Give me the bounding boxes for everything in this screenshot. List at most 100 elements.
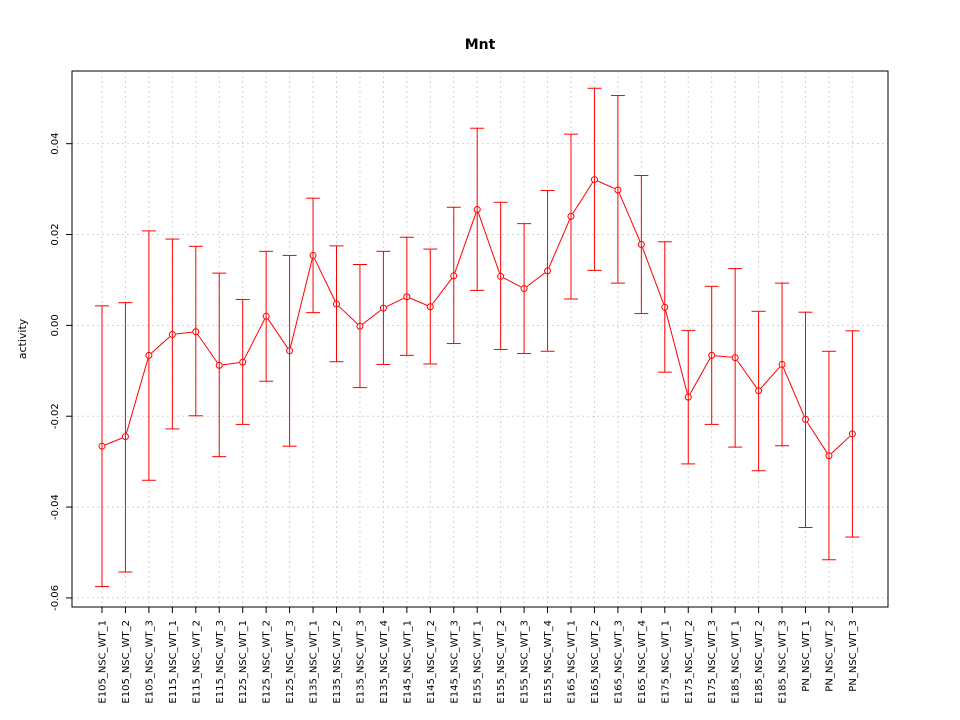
x-tick-label: E125_NSC_WT_1	[238, 620, 249, 704]
x-tick-label: E175_NSC_WT_1	[660, 620, 671, 704]
data-point	[239, 358, 247, 366]
x-tick-label: E115_NSC_WT_3	[215, 620, 226, 704]
line-segment	[736, 360, 757, 389]
data-point	[848, 430, 856, 438]
data-point	[403, 293, 411, 301]
line-segment	[409, 297, 428, 306]
line-segment	[314, 258, 336, 302]
x-tick-label: E155_NSC_WT_4	[543, 620, 554, 704]
data-point	[802, 415, 809, 423]
data-point	[825, 452, 833, 460]
line-segment	[432, 278, 453, 305]
x-tick-label: E145_NSC_WT_3	[449, 620, 460, 704]
x-tick-label: E185_NSC_WT_2	[754, 620, 765, 704]
x-tick-label: E165_NSC_WT_1	[567, 620, 578, 704]
data-point	[497, 272, 505, 280]
chart-title: Mnt	[465, 37, 496, 53]
line-segment	[222, 362, 240, 366]
x-tick-label: E155_NSC_WT_3	[520, 620, 531, 704]
x-tick-label: E105_NSC_WT_3	[144, 620, 155, 704]
y-tick-label: -0.02	[50, 403, 61, 429]
data-point	[426, 303, 434, 311]
line-segment	[572, 182, 593, 214]
data-point	[755, 387, 763, 395]
data-point	[262, 312, 270, 320]
x-tick-label: E135_NSC_WT_4	[379, 620, 390, 704]
data-point	[215, 361, 223, 369]
data-point	[473, 206, 481, 214]
x-tick-label: E115_NSC_WT_1	[168, 620, 179, 704]
x-tick-label: E165_NSC_WT_2	[590, 620, 601, 704]
data-point	[286, 347, 294, 355]
line-segment	[175, 331, 193, 335]
line-segment	[289, 258, 313, 348]
y-axis: -0.06 -0.04 -0.02 0.00 0.02 0.04	[50, 133, 72, 611]
grid	[72, 71, 888, 607]
data-point	[356, 322, 364, 330]
x-tick-label: E155_NSC_WT_1	[473, 620, 484, 704]
line-segment	[267, 318, 289, 349]
data-point	[684, 393, 692, 401]
x-tick-label: E185_NSC_WT_1	[731, 620, 742, 704]
x-tick-label: E175_NSC_WT_2	[684, 620, 695, 704]
x-tick-label: E105_NSC_WT_2	[121, 620, 132, 704]
data-point	[590, 176, 598, 184]
x-tick-label: PN_NSC_WT_1	[801, 620, 812, 692]
x-tick-label: E165_NSC_WT_3	[613, 620, 624, 704]
y-axis-label: activity	[16, 318, 29, 359]
data-point	[637, 241, 645, 249]
y-tick-label: -0.04	[50, 494, 61, 520]
x-tick-label: E165_NSC_WT_4	[637, 620, 648, 704]
line-segment	[806, 422, 828, 454]
data-point	[379, 304, 387, 312]
x-tick-label: E145_NSC_WT_1	[402, 620, 413, 704]
series-line	[105, 180, 851, 454]
line-segment	[597, 180, 615, 190]
x-tick-label: E135_NSC_WT_1	[309, 620, 320, 704]
line-segment	[526, 272, 546, 287]
data-point	[168, 330, 176, 338]
line-segment	[105, 437, 123, 446]
x-tick-label: E125_NSC_WT_2	[262, 620, 273, 704]
data-points	[98, 176, 856, 460]
y-tick-label: -0.06	[50, 585, 61, 611]
data-point	[778, 360, 786, 368]
error-bars	[95, 87, 860, 588]
plot-frame	[71, 70, 889, 608]
line-segment	[151, 336, 171, 354]
line-segment	[548, 219, 571, 268]
data-point	[450, 272, 458, 280]
x-tick-label: E145_NSC_WT_2	[426, 620, 437, 704]
x-tick-label: E125_NSC_WT_3	[285, 620, 296, 704]
x-tick-label: E185_NSC_WT_3	[778, 620, 789, 704]
line-segment	[243, 319, 266, 360]
data-point	[544, 267, 552, 275]
x-axis: E105_NSC_WT_1 E105_NSC_WT_2 E105_NSC_WT_3 E…	[98, 607, 859, 704]
data-point	[98, 442, 106, 450]
line-segment	[477, 212, 500, 274]
line-segment	[454, 212, 477, 273]
x-tick-label: E115_NSC_WT_2	[191, 620, 202, 704]
line-segment	[760, 366, 781, 389]
data-point	[614, 186, 622, 194]
line-segment	[715, 355, 732, 358]
line-segment	[665, 310, 688, 394]
data-point	[192, 328, 200, 336]
line-segment	[197, 334, 218, 363]
data-point	[661, 303, 669, 311]
data-point	[567, 212, 575, 220]
data-point	[145, 351, 153, 359]
y-tick-label: 0.02	[50, 223, 61, 245]
line-segment	[618, 193, 641, 242]
line-segment	[362, 309, 381, 325]
data-point	[121, 433, 129, 441]
line-segment	[831, 435, 851, 454]
x-tick-label: E175_NSC_WT_3	[707, 620, 718, 704]
data-point	[731, 354, 739, 362]
y-tick-label: 0.00	[50, 314, 61, 336]
x-tick-label: E155_NSC_WT_2	[496, 620, 507, 704]
line-segment	[125, 358, 149, 434]
line-segment	[338, 306, 358, 325]
x-tick-label: PN_NSC_WT_2	[824, 620, 835, 692]
